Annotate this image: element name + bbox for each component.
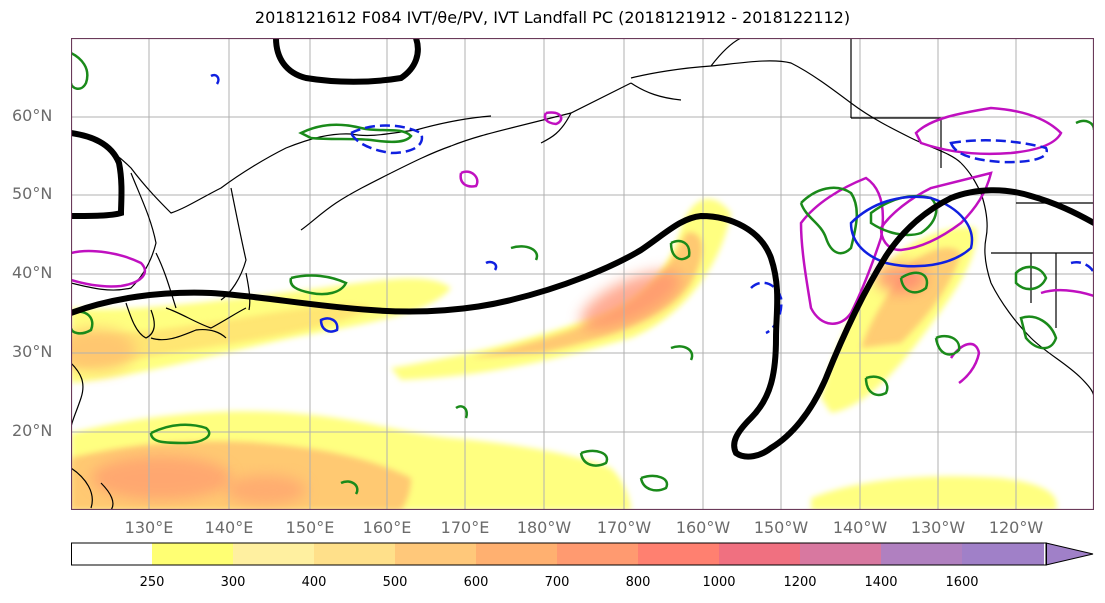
colorbar-tick-800: 800 <box>625 575 651 590</box>
colorbar-tick-1400: 1400 <box>864 575 898 590</box>
magenta-contours <box>71 106 1094 385</box>
colorbar-segment <box>233 543 315 565</box>
lon-label-180w: 180°W <box>516 518 572 537</box>
colorbar-tick-1000: 1000 <box>702 575 736 590</box>
map-border <box>71 38 1094 510</box>
colorbar-segment <box>395 543 477 565</box>
ivt-map <box>71 38 1094 510</box>
lon-label-130w: 130°W <box>910 518 966 537</box>
colorbar-segment <box>476 543 558 565</box>
chart-title: 2018121612 F084 IVT/θe/PV, IVT Landfall … <box>254 8 851 27</box>
colorbar-extend-arrow <box>1045 542 1094 566</box>
lon-label-150e: 150°E <box>285 518 335 537</box>
lat-label-30: 30°N <box>12 342 53 361</box>
colorbar-tick-400: 400 <box>301 575 327 590</box>
lat-label-60: 60°N <box>12 106 53 125</box>
lon-label-160e: 160°E <box>362 518 412 537</box>
colorbar-segment <box>557 543 639 565</box>
lon-label-140w: 140°W <box>832 518 888 537</box>
colorbar-segment <box>962 543 1044 565</box>
lon-label-170e: 170°E <box>440 518 490 537</box>
colorbar-segment <box>314 543 396 565</box>
colorbar-segment <box>800 543 882 565</box>
lon-label-140e: 140°E <box>204 518 254 537</box>
lon-label-170w: 170°W <box>596 518 652 537</box>
lon-label-120w: 120°W <box>988 518 1044 537</box>
lat-label-50: 50°N <box>12 184 53 203</box>
colorbar-segment <box>152 543 234 565</box>
colorbar-tick-300: 300 <box>220 575 246 590</box>
colorbar-segment <box>71 543 153 565</box>
colorbar-tick-1200: 1200 <box>783 575 817 590</box>
thick-contours <box>71 38 1094 460</box>
colorbar-segment <box>719 543 801 565</box>
ivt-colorbar <box>71 542 1094 566</box>
colorbar-segment <box>638 543 720 565</box>
lon-label-160w: 160°W <box>675 518 731 537</box>
colorbar-tick-250: 250 <box>139 575 165 590</box>
colorbar-tick-1600: 1600 <box>945 575 979 590</box>
colorbar-border <box>71 542 1047 566</box>
colorbar-tick-600: 600 <box>463 575 489 590</box>
colorbar-segment <box>881 543 963 565</box>
lat-label-40: 40°N <box>12 263 53 282</box>
lon-label-150w: 150°W <box>753 518 809 537</box>
lon-label-130e: 130°E <box>124 518 174 537</box>
colorbar-segments <box>71 543 1044 565</box>
colorbar-tick-500: 500 <box>382 575 408 590</box>
lat-label-20: 20°N <box>12 421 53 440</box>
colorbar-tick-700: 700 <box>544 575 570 590</box>
